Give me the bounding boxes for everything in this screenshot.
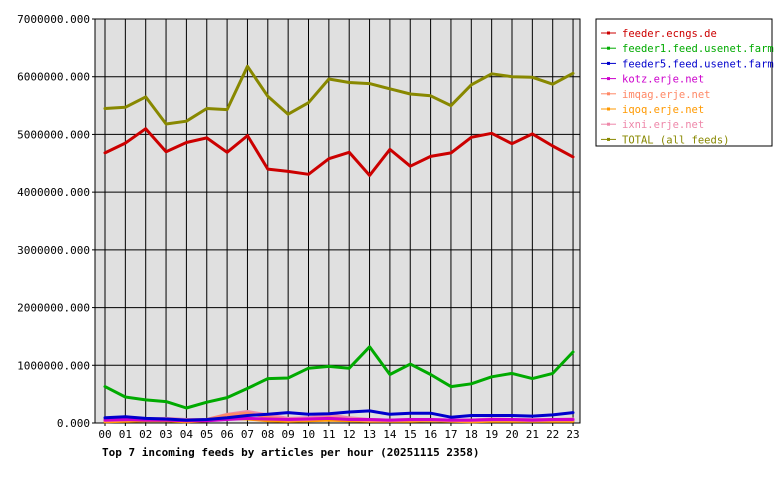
legend-label-feeder1-feed-usenet-farm: feeder1.feed.usenet.farm [622,43,774,55]
legend-label-imqag-erje-net: imqag.erje.net [622,89,711,101]
y-tick-label: 1000000.000 [17,359,90,372]
chart-title: Top 7 incoming feeds by articles per hou… [102,446,480,459]
x-tick-label: 13 [363,428,376,441]
legend-label-iqoq-erje-net: iqoq.erje.net [622,104,704,116]
x-tick-label: 05 [200,428,213,441]
legend-marker-total-all-feeds [607,137,610,141]
legend-entries: feeder.ecngs.de feeder1.feed.usenet.farm f… [601,28,774,146]
legend-label-kotz-erje-net: kotz.erje.net [622,74,704,86]
x-tick-label: 03 [159,428,172,441]
legend-label-ixni-erje-net: ixni.erje.net [622,119,704,131]
legend-label-feeder5-feed-usenet-farm: feeder5.feed.usenet.farm [622,58,774,70]
series-lines [103,64,575,424]
x-tick-label: 06 [220,428,233,441]
x-tick-label: 16 [424,428,437,441]
series-line-feeder5-feed-usenet-farm [103,409,575,422]
y-tick-label: 3000000.000 [17,244,90,257]
legend-marker-ixni-erje-net [607,122,610,126]
y-tick-label: 6000000.000 [17,71,90,84]
grid [95,19,580,423]
x-tick-label: 17 [444,428,457,441]
series-line-total-all-feeds [103,64,575,126]
legend-marker-feeder5-feed-usenet-farm [607,61,610,65]
x-tick-label: 22 [546,428,559,441]
x-tick-label: 23 [566,428,579,441]
x-tick-label: 07 [241,428,254,441]
x-tick-label: 10 [302,428,315,441]
x-tick-label: 19 [485,428,498,441]
legend-marker-imqag-erje-net [607,92,610,96]
series-line-feeder1-feed-usenet-farm [103,345,575,410]
x-tick-label: 04 [180,428,194,441]
x-tick-label: 14 [383,428,397,441]
x-tick-label: 08 [261,428,274,441]
y-tick-label: 7000000.000 [17,13,90,26]
x-tick-label: 00 [98,428,111,441]
x-tick-label: 12 [343,428,356,441]
x-tick-label: 15 [404,428,417,441]
series-line-feeder-ecngs-de [103,127,575,177]
legend-label-total-all-feeds: TOTAL (all feeds) [622,134,729,146]
x-tick-label: 18 [465,428,478,441]
y-tick-label: 0.000 [57,417,90,430]
legend-marker-iqoq-erje-net [607,107,610,111]
y-tick-label: 2000000.000 [17,302,90,315]
x-tick-label: 11 [322,428,335,441]
x-tick-label: 20 [505,428,518,441]
legend: feeder.ecngs.de feeder1.feed.usenet.farm f… [595,18,774,147]
legend-marker-feeder1-feed-usenet-farm [607,46,610,50]
x-tick-labels: 00 01 02 03 04 05 06 07 08 09 10 11 12 13 14 15 16 17 18 19… [98,423,580,441]
y-tick-label: 5000000.000 [17,128,90,141]
y-tick-labels: 0.000 1000000.000 2000000.000 3000000.000 40… [17,13,95,430]
x-tick-label: 02 [139,428,152,441]
x-tick-label: 21 [526,428,539,441]
legend-box [595,18,773,147]
legend-marker-kotz-erje-net [607,77,610,81]
legend-marker-feeder-ecngs-de [607,31,610,35]
y-tick-label: 4000000.000 [17,186,90,199]
plot-background [94,18,581,424]
x-tick-label: 09 [282,428,295,441]
legend-label-feeder-ecngs-de: feeder.ecngs.de [622,28,717,40]
x-tick-label: 01 [119,428,132,441]
